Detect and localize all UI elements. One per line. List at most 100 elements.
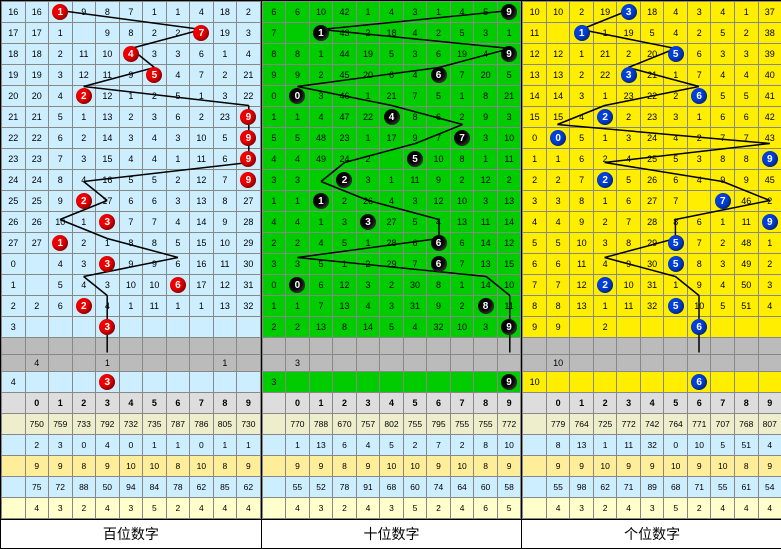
cell: 1	[356, 128, 380, 149]
hdr-digit: 8	[213, 393, 237, 414]
stat-cell: 62	[593, 477, 617, 498]
stat-cell: 68	[664, 477, 688, 498]
stat-cell: 2	[450, 435, 474, 456]
ball: 6	[431, 235, 447, 251]
stat-cell: 52	[309, 477, 333, 498]
cell: 1	[333, 254, 357, 275]
hdr-blank	[2, 393, 26, 414]
cell: 1	[309, 44, 333, 65]
cell: 4	[403, 317, 427, 338]
cell: 19	[213, 23, 237, 44]
cell: 18	[640, 2, 664, 23]
ball: 3	[99, 374, 115, 390]
cell	[166, 317, 190, 338]
stat-cell: 5	[711, 435, 735, 456]
cell	[640, 338, 664, 355]
cell: 3	[72, 149, 96, 170]
stat-cell: 75	[25, 477, 49, 498]
row-head: 9	[262, 65, 286, 86]
cell: 9	[403, 128, 427, 149]
cell	[309, 338, 333, 355]
stat-cell: 4	[734, 498, 758, 519]
cell: 6	[380, 65, 404, 86]
stat-cell: 55	[286, 477, 310, 498]
cell: 6	[687, 317, 711, 338]
cell: 10	[687, 296, 711, 317]
ball: 5	[668, 256, 684, 272]
cell: 3	[758, 275, 781, 296]
cell: 31	[237, 275, 261, 296]
cell: 6	[166, 254, 190, 275]
cell	[380, 355, 404, 372]
cell: 6	[617, 191, 641, 212]
stat-blank	[523, 498, 547, 519]
cell: 14	[497, 212, 521, 233]
hdr-digit: 4	[380, 393, 404, 414]
cell: 3	[286, 355, 310, 372]
cell: 2	[166, 23, 190, 44]
cell: 3	[49, 65, 73, 86]
stat-blank	[2, 477, 26, 498]
cell: 1	[356, 233, 380, 254]
cell	[237, 317, 261, 338]
row-head: 0	[262, 86, 286, 107]
cell	[758, 372, 781, 393]
cell: 7	[213, 170, 237, 191]
ball: 1	[52, 235, 68, 251]
stat-cell: 13	[309, 435, 333, 456]
cell: 2	[593, 212, 617, 233]
panel-tens: 6610421431459714321842531881441953619499…	[262, 1, 523, 548]
cell	[734, 317, 758, 338]
cell: 13	[474, 254, 498, 275]
cell	[237, 372, 261, 393]
cell: 1	[143, 2, 167, 23]
cell: 7	[427, 128, 451, 149]
cell: 22	[640, 86, 664, 107]
cell: 19	[593, 2, 617, 23]
stat-cell: 94	[119, 477, 143, 498]
cell	[356, 355, 380, 372]
hdr-digit: 3	[356, 393, 380, 414]
cell: 2	[497, 170, 521, 191]
cell	[333, 355, 357, 372]
cell: 1	[190, 86, 214, 107]
cell: 23	[617, 86, 641, 107]
cell: 8	[687, 254, 711, 275]
cell	[640, 372, 664, 393]
stat-cell: 9	[286, 456, 310, 477]
cell	[570, 372, 594, 393]
stat-cell: 8	[546, 435, 570, 456]
cell	[734, 355, 758, 372]
stat-blank	[2, 414, 26, 435]
cell: 4	[237, 44, 261, 65]
cell: 3	[617, 128, 641, 149]
cell: 26	[25, 212, 49, 233]
cell: 2	[143, 23, 167, 44]
cell	[237, 338, 261, 355]
cell: 49	[734, 254, 758, 275]
row-head: 27	[2, 233, 26, 254]
cell: 10	[309, 2, 333, 23]
cell: 30	[237, 254, 261, 275]
cell: 19	[450, 44, 474, 65]
cell: 48	[309, 128, 333, 149]
cell: 15	[96, 149, 120, 170]
cell: 13	[450, 212, 474, 233]
stat-cell: 4	[190, 498, 214, 519]
row-head: 10	[523, 372, 547, 393]
cell: 2	[664, 86, 688, 107]
row-head: 4	[2, 372, 26, 393]
cell: 5	[711, 86, 735, 107]
ball: 9	[501, 4, 517, 20]
cell: 4	[96, 296, 120, 317]
row-head	[262, 355, 286, 372]
stat-cell: 9	[25, 456, 49, 477]
cell: 23	[640, 107, 664, 128]
stat-blank	[523, 456, 547, 477]
hdr-digit: 2	[593, 393, 617, 414]
cell: 5	[166, 233, 190, 254]
row-head: 12	[523, 44, 547, 65]
cell: 2	[687, 128, 711, 149]
cell	[450, 355, 474, 372]
cell: 4	[403, 65, 427, 86]
